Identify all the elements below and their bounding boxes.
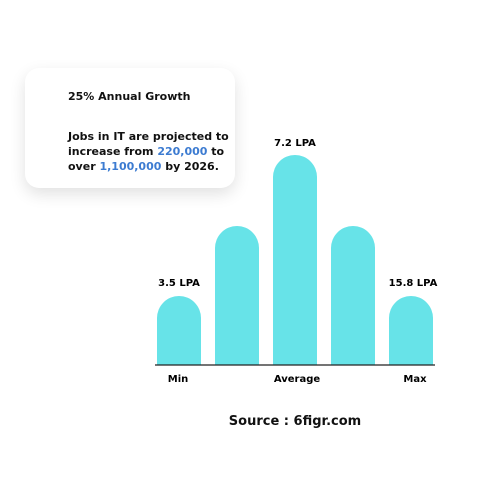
highlight: 1,100,000 bbox=[99, 160, 162, 173]
bar-shape bbox=[157, 296, 201, 365]
bar-shape bbox=[389, 296, 433, 365]
text: Jobs in IT are projected to increase fro… bbox=[68, 130, 229, 158]
axis-label: Max bbox=[403, 374, 427, 385]
bars bbox=[155, 155, 435, 366]
text: to over bbox=[68, 145, 225, 173]
highlight: 220,000 bbox=[157, 145, 208, 158]
text: by 2026. bbox=[161, 160, 219, 173]
axis-label: Min bbox=[168, 374, 189, 385]
bar-label: 3.5 LPA bbox=[158, 278, 200, 289]
jobs-text: Jobs in IT are projected to increase fro… bbox=[68, 129, 233, 174]
bar-label: 15.8 LPA bbox=[389, 278, 438, 289]
info-card: 25% Annual Growth Jobs in IT are project… bbox=[25, 68, 235, 188]
bar-shape bbox=[331, 226, 375, 365]
source: Source : 6figr.com bbox=[228, 414, 362, 429]
bar-shape bbox=[215, 226, 259, 365]
bar-label: 7.2 LPA bbox=[274, 138, 316, 149]
axis-label: Average bbox=[274, 374, 321, 385]
growth-text: 25% Annual Growth bbox=[68, 90, 191, 103]
bar-shape bbox=[273, 155, 317, 365]
